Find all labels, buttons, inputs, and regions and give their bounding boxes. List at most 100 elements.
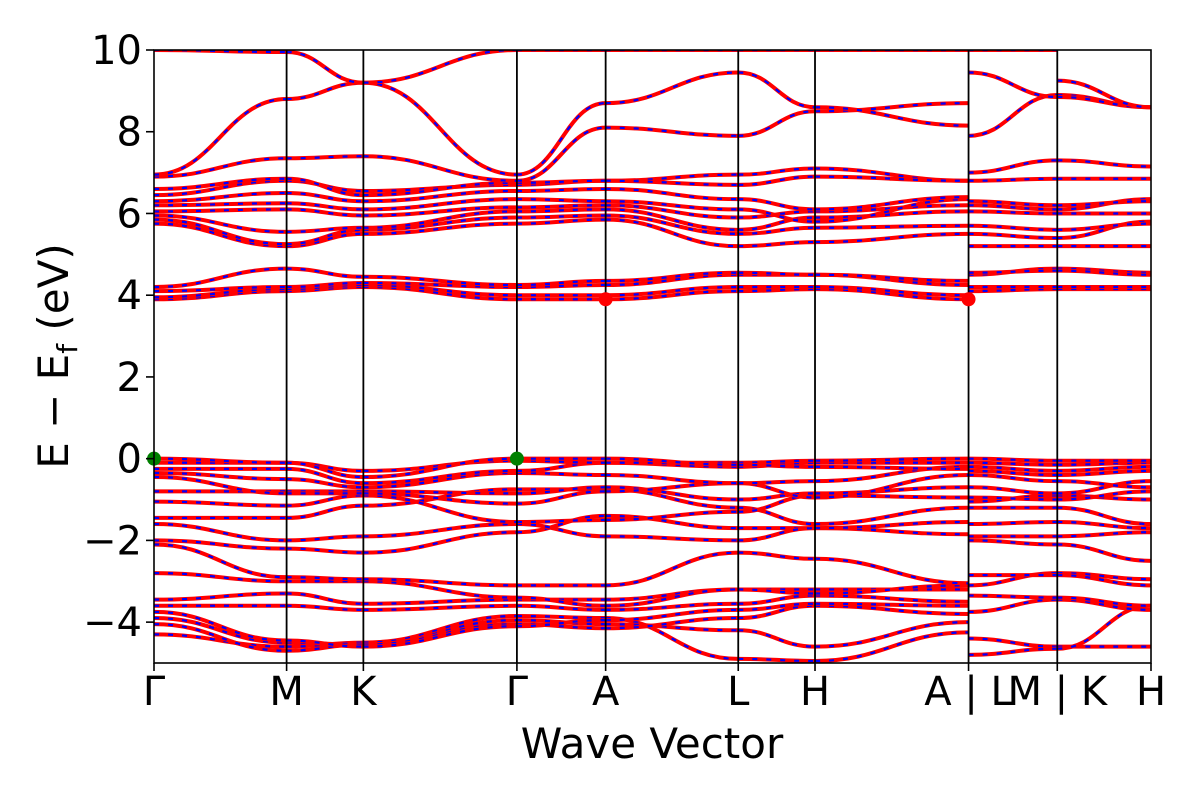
band-seg4-b8-dash (605, 514, 739, 530)
band-seg3-b15-dash (516, 461, 606, 473)
band-seg6-b4 (815, 593, 969, 604)
band-seg1-b27 (286, 191, 364, 204)
band-seg7-b28-dash (968, 177, 1058, 182)
band-seg0-b3-dash (154, 610, 287, 642)
band-seg4-b2-dash (605, 616, 739, 630)
band-seg2-b9 (363, 522, 517, 539)
band-seg4-b14-dash (605, 473, 739, 485)
band-seg7-b2-dash (968, 598, 1058, 614)
band-seg4-b17-dash (605, 457, 739, 466)
band-seg7-b16-dash (968, 461, 1058, 466)
y-axis-label-main: E − E (29, 354, 78, 469)
band-seg6-b22 (815, 231, 969, 245)
band-seg1-b30 (286, 154, 364, 161)
band-seg0-b7-dash (154, 543, 287, 579)
band-seg4-b21-dash (605, 271, 739, 282)
band-seg3-b0-dash (516, 614, 606, 620)
band-seg3-b26-dash (516, 198, 606, 203)
band-seg4-b31-dash (605, 71, 739, 105)
band-seg0-b6-dash (154, 571, 287, 583)
band-seg3-b4-dash (516, 604, 606, 611)
band-seg7-b15-dash (968, 465, 1058, 473)
vbm-marker-1 (509, 451, 524, 466)
band-seg6-b17 (815, 464, 969, 471)
band-seg8-b3 (1057, 595, 1151, 608)
band-seg0-b24-dash (154, 214, 287, 233)
band-seg6-b26 (815, 197, 969, 224)
band-seg5-b31-dash (738, 71, 816, 109)
band-seg2-b26 (363, 197, 517, 212)
band-seg7-b6-dash (968, 539, 1058, 546)
band-seg0-b25-dash (154, 208, 287, 213)
band-seg5-b2 (738, 603, 816, 621)
band-seg5-b23 (738, 225, 816, 236)
band-seg3-b12-dash (516, 486, 606, 495)
y-axis-label-subscript: f (51, 343, 84, 354)
band-seg0-b20-dash (154, 285, 287, 293)
band-seg8-b11 (1057, 489, 1151, 502)
x-tick-label-2: K (350, 669, 378, 715)
band-seg1-b18 (286, 285, 364, 294)
band-seg4-b11-dash (605, 510, 739, 522)
band-seg7-b26-dash (968, 204, 1058, 211)
band-lines (154, 50, 1151, 663)
band-seg1-b29 (286, 176, 364, 198)
x-tick-label-3: Γ (506, 669, 529, 715)
band-seg7-b25-dash (968, 210, 1058, 215)
band-seg7-b29-dash (968, 159, 1058, 174)
band-seg4-b6-dash (605, 588, 739, 607)
band-seg6-b30 (815, 101, 969, 114)
band-seg0-b31 (154, 97, 287, 177)
band-seg8-b4-dash (1057, 571, 1151, 581)
band-seg1-b5 (286, 591, 364, 606)
band-seg3-b2-dash (516, 623, 606, 630)
band-seg8-b2 (1057, 597, 1151, 612)
band-seg8-b9 (1057, 505, 1151, 527)
band-seg1-b24 (286, 225, 364, 234)
band-seg8-b1 (1057, 603, 1151, 651)
band-seg1-b15 (286, 466, 364, 486)
band-seg1-b26 (286, 201, 364, 212)
band-seg2-b30 (363, 154, 517, 183)
band-seg0-b28-dash (154, 179, 287, 197)
band-seg5-b7 (738, 550, 816, 561)
band-seg2-b12 (363, 489, 517, 496)
band-seg5-b0 (738, 656, 816, 663)
band-seg1-b10 (286, 503, 364, 520)
band-seg0-b21 (154, 266, 287, 290)
band-seg3-b11-dash (516, 518, 606, 524)
band-seg2-b21 (363, 274, 517, 287)
y-tick-label-3: 2 (117, 355, 142, 401)
band-seg5-b30-dash (738, 110, 816, 137)
band-seg0-b13-dash (154, 475, 287, 495)
band-seg2-b7 (363, 577, 517, 588)
band-seg7-b27-dash (968, 200, 1058, 207)
y-tick-label-2: 0 (117, 437, 142, 483)
band-seg8-b14-dash (1057, 469, 1151, 477)
band-seg8-b20-dash (1057, 267, 1151, 274)
band-seg3-b3-dash (516, 618, 606, 628)
band-seg1-b3 (286, 638, 364, 649)
band-seg7-b0-dash (968, 637, 1058, 648)
band-seg4-b7 (605, 550, 739, 588)
band-seg5-b27 (738, 197, 816, 212)
band-seg8-b5 (1057, 573, 1151, 588)
band-seg0-b1-dash (154, 623, 287, 652)
band-seg1-b19 (286, 282, 364, 292)
band-seg6-b29 (815, 174, 969, 183)
band-seg7-b21-dash (968, 269, 1058, 274)
band-seg1-b7 (286, 575, 364, 582)
band-seg4-b24-dash (605, 208, 739, 231)
band-seg4-b1-dash (605, 623, 739, 632)
y-tick-label-0: −4 (83, 600, 142, 646)
band-seg8-b32-dash (1057, 79, 1151, 109)
band-seg6-b6 (815, 583, 969, 596)
band-seg0-b11-dash (154, 500, 287, 507)
band-seg6-b1 (815, 620, 969, 649)
band-seg5-b21 (738, 270, 816, 277)
y-tick-label-6: 8 (117, 110, 142, 156)
band-seg5-b17 (738, 462, 816, 469)
band-seg2-b11 (363, 493, 517, 525)
